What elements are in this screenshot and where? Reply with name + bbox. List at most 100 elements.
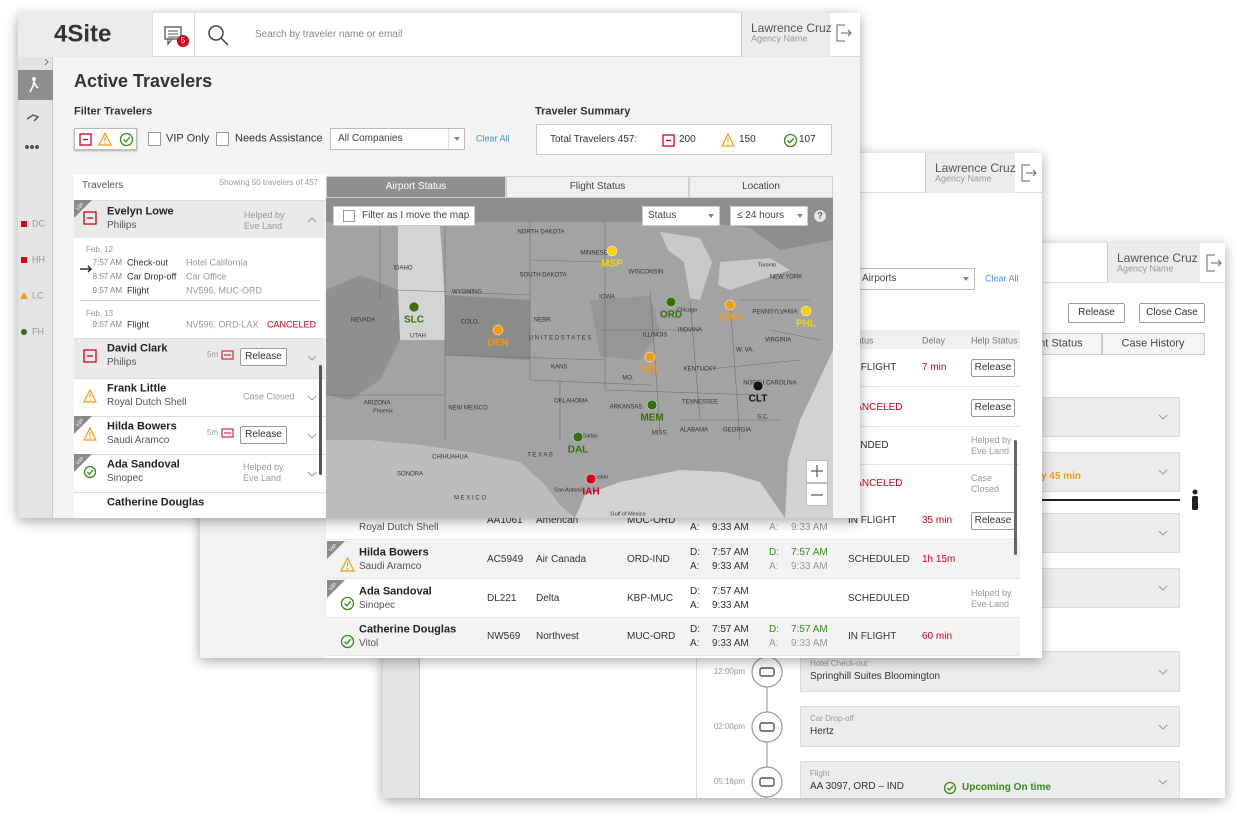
map-label: SOUTH DAKOTA xyxy=(520,273,567,279)
dep-prefix: D: xyxy=(769,624,779,635)
clear-link[interactable]: Clear All xyxy=(985,273,1019,284)
timeline-card xyxy=(800,706,1180,747)
map-label: NEVADA xyxy=(351,318,375,324)
traveler-note: Helped by Eve Land xyxy=(243,462,284,483)
button[interactable] xyxy=(1068,303,1125,323)
map-label: Gulf of Mexico xyxy=(610,511,645,517)
icon-dot xyxy=(104,142,106,144)
checkbox-label[interactable]: Needs Assistance xyxy=(235,132,323,145)
button-label[interactable]: Release xyxy=(245,429,282,440)
icon-box xyxy=(661,133,675,147)
timeline-detail: Springhill Suites Bloomington xyxy=(810,671,941,682)
traveler-row[interactable] xyxy=(74,378,325,418)
select-label[interactable]: All Companies xyxy=(338,133,403,144)
arr-prefix: A: xyxy=(769,522,779,533)
select[interactable] xyxy=(642,206,720,226)
lens xyxy=(208,25,224,41)
sidebar-label[interactable]: DC xyxy=(32,218,45,229)
caret xyxy=(797,214,803,218)
checkbox[interactable] xyxy=(216,132,229,146)
select-label[interactable]: Airports xyxy=(862,273,897,284)
warning-icon xyxy=(339,556,355,572)
chat-icon xyxy=(221,350,234,360)
traveler-row[interactable] xyxy=(74,200,325,238)
map-filter[interactable] xyxy=(333,206,475,226)
button-label[interactable]: Release xyxy=(245,351,282,362)
map-label: Chicago xyxy=(677,307,697,313)
map-borders xyxy=(379,222,801,441)
tab[interactable] xyxy=(689,176,833,198)
traveler-name: David Clark xyxy=(107,342,168,355)
notifications[interactable] xyxy=(152,13,195,57)
tab[interactable] xyxy=(326,176,506,198)
request-age: 5m xyxy=(207,350,219,360)
map-dark-state xyxy=(326,275,400,400)
tab[interactable] xyxy=(1102,333,1205,355)
select-label[interactable]: Status xyxy=(648,210,677,221)
arr-prefix: A: xyxy=(690,638,700,649)
flight-status: SCHEDULED xyxy=(848,554,910,565)
group-dot xyxy=(25,145,29,149)
arrow-head xyxy=(87,265,92,273)
itinerary-type: Car Drop-off xyxy=(127,271,177,282)
itinerary-detail: Hotel California xyxy=(186,257,248,268)
button-label[interactable]: Release xyxy=(974,402,1012,413)
help-label[interactable]: ? xyxy=(817,210,823,221)
icon-triangle xyxy=(83,426,97,441)
checkbox-label[interactable]: VIP Only xyxy=(166,132,210,145)
select-label[interactable]: ≤ 24 hours xyxy=(737,210,785,221)
person-icon xyxy=(1192,489,1198,510)
tab-label[interactable]: Flight Status xyxy=(569,181,626,192)
traveler-row[interactable] xyxy=(74,492,325,518)
checkbox[interactable] xyxy=(343,210,355,222)
chat-icon xyxy=(164,26,189,47)
brand: 4Site xyxy=(54,20,112,48)
user-box xyxy=(925,153,1015,193)
summary-count: 200 xyxy=(679,134,696,145)
tab-label[interactable]: Case History xyxy=(1121,337,1185,350)
button[interactable] xyxy=(1139,303,1205,323)
traveler-row[interactable] xyxy=(74,454,325,494)
map-label: IDAHO xyxy=(393,266,412,272)
map-mexico xyxy=(326,440,575,518)
button-label[interactable]: Release xyxy=(974,515,1012,526)
handle xyxy=(220,37,229,46)
sidebar-label[interactable]: LC xyxy=(32,290,44,301)
map-filter-label[interactable]: Filter as I move the map xyxy=(362,210,470,221)
traveler-note: Helped by Eve Land xyxy=(244,210,285,231)
checkbox[interactable] xyxy=(148,132,161,146)
button-label[interactable]: Close Case xyxy=(1146,307,1198,318)
caret-shape xyxy=(963,277,969,281)
clear-link[interactable]: Clear All xyxy=(476,133,510,144)
current-arrow xyxy=(80,265,92,273)
button-label[interactable]: Release xyxy=(1078,307,1115,318)
chevron xyxy=(307,471,317,477)
select[interactable] xyxy=(730,206,808,226)
itinerary-detail: NV596, MUC-ORD xyxy=(186,285,263,296)
airport-code: PHL xyxy=(796,319,816,330)
map-label: MISS. xyxy=(652,431,669,437)
chevron xyxy=(1158,669,1168,675)
airport-dot xyxy=(724,299,736,311)
button[interactable] xyxy=(240,426,287,444)
sidebar-label[interactable]: HH xyxy=(32,254,45,265)
ok-icon xyxy=(340,596,354,610)
marker-triangle xyxy=(20,292,28,299)
button-label[interactable]: Release xyxy=(974,362,1012,373)
icon-dot xyxy=(346,567,348,570)
map-label: ARIZONA xyxy=(364,401,391,407)
help-button[interactable] xyxy=(813,209,827,223)
dep-prefix: D: xyxy=(769,547,779,558)
button[interactable] xyxy=(971,399,1015,417)
tab-label[interactable]: Airport Status xyxy=(385,181,447,192)
button[interactable] xyxy=(240,348,287,366)
map-label: Houston xyxy=(588,474,609,480)
search-placeholder[interactable]: Search by traveler name or email xyxy=(255,29,403,40)
select[interactable] xyxy=(330,128,465,150)
button[interactable] xyxy=(971,359,1015,377)
tab-label[interactable]: Location xyxy=(742,181,780,192)
tab[interactable] xyxy=(506,176,689,198)
sidebar-icons xyxy=(25,58,49,149)
timeline-kind: Flight xyxy=(810,769,830,779)
sidebar-label[interactable]: FH xyxy=(32,326,44,337)
